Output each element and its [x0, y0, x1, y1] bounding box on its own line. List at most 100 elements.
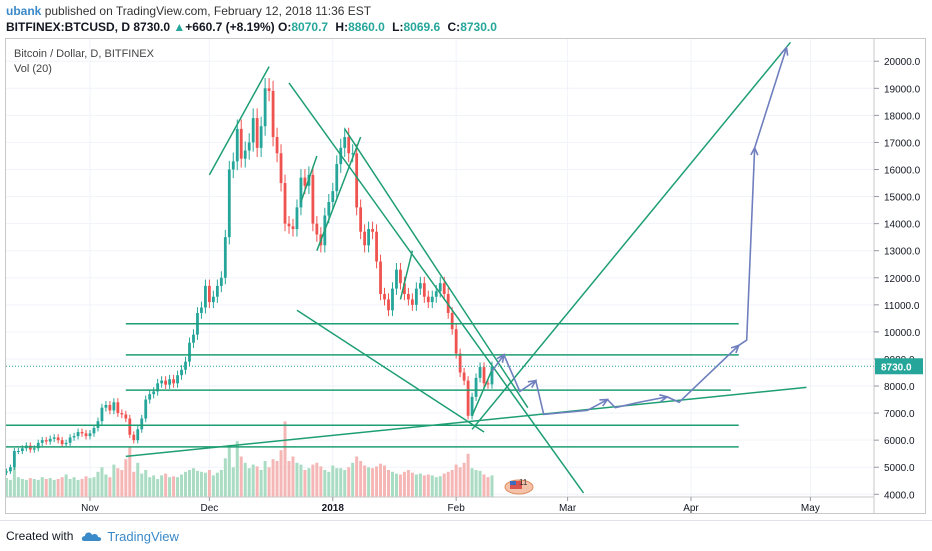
- candle-body: [44, 440, 48, 442]
- trend-line: [296, 309, 485, 433]
- projection-arrowhead: [730, 344, 741, 354]
- event-flag-icon[interactable]: 11: [504, 478, 534, 495]
- trend-line: [316, 136, 362, 251]
- candle-body: [267, 88, 271, 92]
- author-name[interactable]: ubank: [6, 4, 42, 18]
- volume-bar: [363, 465, 367, 497]
- candle-body: [180, 369, 183, 376]
- tradingview-brand: TradingView: [107, 528, 179, 544]
- candle-body: [192, 334, 195, 343]
- candle-body: [407, 294, 410, 300]
- volume-bar: [351, 462, 355, 497]
- volume-bar: [168, 477, 172, 497]
- volume-bar: [259, 470, 263, 497]
- close-value: 8730.0: [460, 20, 497, 34]
- candle-body: [287, 223, 291, 227]
- candle-body: [124, 414, 128, 419]
- volume-bar: [390, 471, 394, 497]
- volume-bar: [235, 441, 239, 497]
- y-tick-label: 11000.0: [884, 301, 920, 312]
- volume-bar: [446, 471, 450, 497]
- volume-bar: [319, 466, 323, 497]
- volume-bar: [191, 468, 195, 497]
- candle-body: [12, 450, 16, 468]
- volume-bar: [371, 468, 375, 497]
- candle-body: [235, 128, 239, 162]
- volume-bar: [299, 464, 303, 497]
- volume-bar: [60, 477, 64, 497]
- volume-bar: [251, 464, 255, 497]
- candle-body: [128, 418, 132, 435]
- candle-body: [399, 269, 402, 284]
- candle-body: [426, 296, 430, 303]
- x-tick-label: Feb: [448, 503, 466, 513]
- price-chart[interactable]: 20000.0 19000.0 18000.0 17000.0 16000.0 15000…: [0, 39, 925, 514]
- y-tick-label: 8000.0: [884, 382, 915, 393]
- volume-bar: [398, 474, 402, 497]
- volume-bar: [76, 479, 80, 497]
- y-tick-label: 10000.0: [884, 328, 921, 339]
- trend-line: [300, 155, 318, 203]
- candle-body: [60, 440, 64, 445]
- volume-bar: [426, 474, 430, 497]
- candle-body: [414, 288, 418, 305]
- projection-path: [491, 45, 789, 416]
- volume-bar: [56, 479, 60, 497]
- candle-body: [156, 383, 160, 392]
- volume-bar: [327, 471, 331, 497]
- volume-bar: [323, 470, 327, 497]
- chart-frame[interactable]: 20000.0 19000.0 18000.0 17000.0 16000.0 15000…: [0, 38, 926, 514]
- candle-body: [470, 396, 474, 416]
- candle-body: [56, 437, 60, 441]
- volume-bar: [120, 470, 124, 497]
- volume-bar: [355, 456, 359, 497]
- candle-body: [108, 404, 112, 411]
- volume-bar: [227, 444, 231, 497]
- volume-bar: [482, 474, 486, 497]
- volume-bar: [211, 475, 215, 497]
- y-tick-label: 12000.0: [884, 274, 921, 285]
- tradingview-logo[interactable]: TradingView: [81, 529, 179, 544]
- trend-line: [208, 66, 270, 176]
- candle-body: [88, 433, 92, 437]
- candle-body: [343, 137, 347, 148]
- candle-body: [359, 207, 363, 232]
- volume-bar: [199, 471, 203, 497]
- candle-body: [299, 177, 303, 208]
- candle-body: [116, 402, 120, 414]
- candle-body: [172, 379, 175, 384]
- change-value: +660.7 (+8.19%): [185, 20, 275, 34]
- volume-bar: [267, 467, 271, 497]
- volume-bar: [160, 475, 164, 497]
- projection-arrowhead: [780, 45, 789, 56]
- volume-bar: [176, 477, 180, 497]
- volume-bar: [20, 479, 24, 497]
- candle-body: [160, 380, 164, 384]
- volume-bar: [387, 470, 390, 497]
- volume-bar: [156, 479, 160, 497]
- cloud-icon: [82, 532, 102, 541]
- volume-bar: [108, 477, 112, 497]
- candle-body: [279, 153, 283, 184]
- volume-bar: [375, 466, 379, 497]
- y-tick-label: 20000.0: [884, 57, 921, 68]
- volume-bar: [402, 471, 406, 497]
- candle-body: [231, 161, 235, 170]
- volume-bar: [140, 473, 144, 497]
- trend-line: [344, 128, 529, 409]
- volume-bar: [124, 459, 128, 497]
- volume-bar: [136, 462, 140, 497]
- volume-bar: [339, 468, 343, 497]
- volume-bar: [243, 462, 247, 497]
- y-tick-label: 13000.0: [884, 247, 921, 258]
- candle-body: [84, 433, 88, 437]
- x-tick-label: May: [801, 503, 820, 513]
- volume-bar: [40, 477, 44, 497]
- volume-bar: [275, 461, 279, 497]
- candle-body: [403, 283, 406, 295]
- candle-body: [379, 261, 382, 295]
- low-value: 8069.6: [403, 20, 441, 34]
- volume-bar: [24, 479, 28, 497]
- candle-body: [486, 383, 490, 385]
- candle-body: [315, 223, 319, 235]
